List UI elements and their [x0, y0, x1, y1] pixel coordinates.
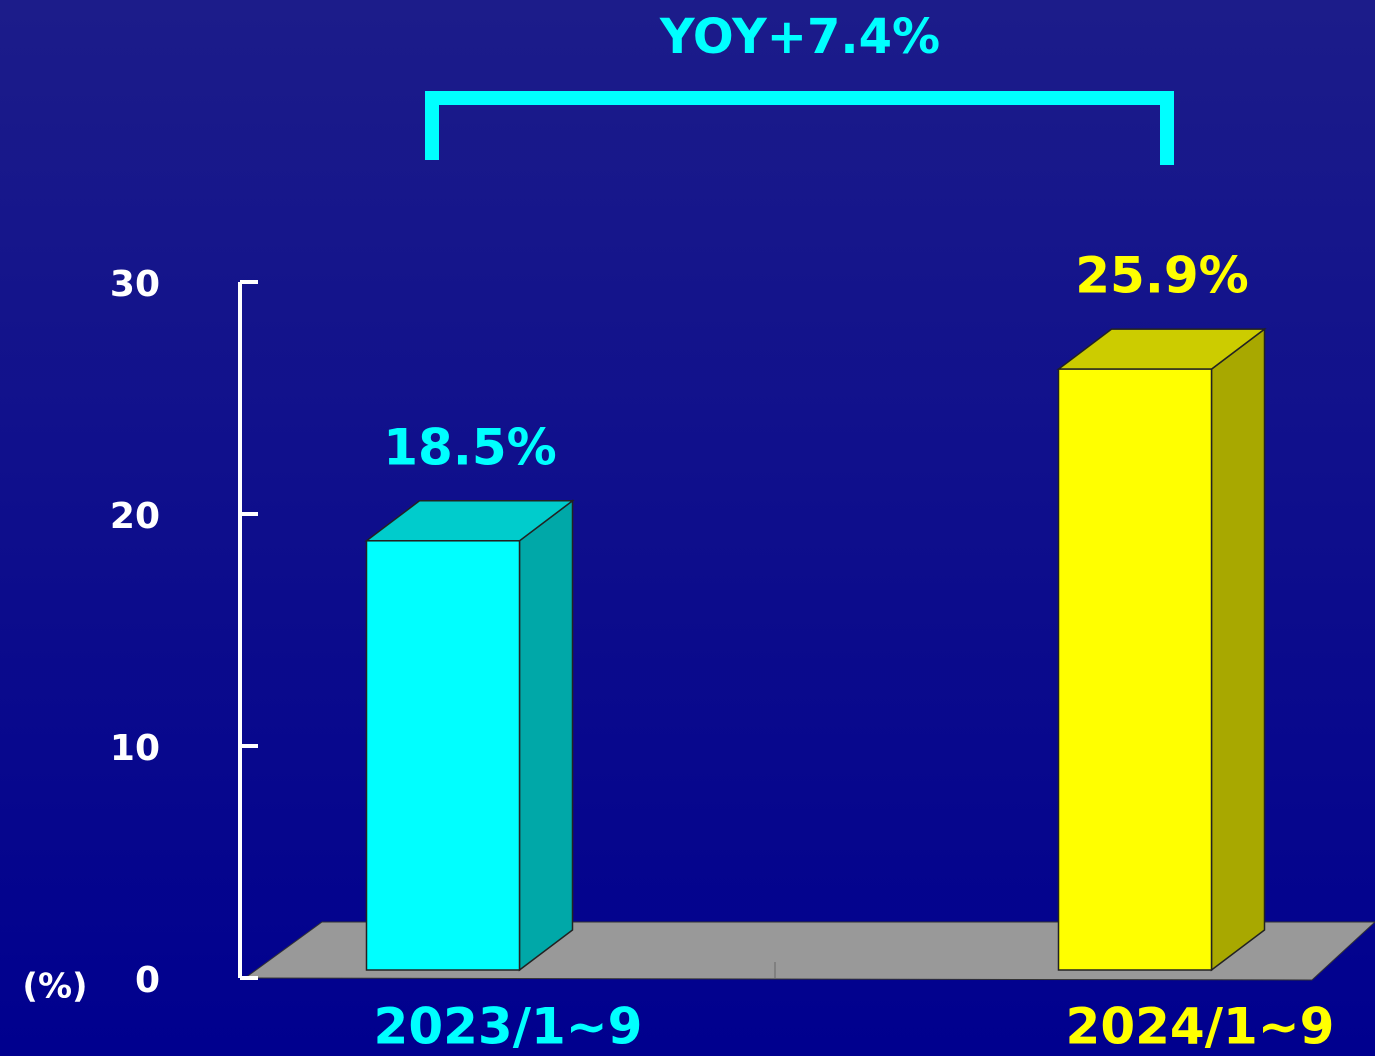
bar [1057, 368, 1213, 971]
x-tick-label: 2024/1~9 [1066, 998, 1335, 1056]
y-tick-label: 0 [135, 960, 160, 1001]
y-tick-label: 30 [110, 264, 160, 305]
annotation: YOY+7.4% [659, 9, 940, 65]
value-label: 25.9% [1075, 247, 1248, 305]
y-tick-label: 10 [110, 728, 160, 769]
bar [365, 540, 521, 971]
value-label: 18.5% [383, 418, 556, 476]
plot: 0 10 20 30 18.5% 2023/1~9 25.9% 2024/1~9 [110, 247, 1335, 1056]
yoy-bracket [425, 91, 1174, 165]
bar-side [518, 499, 574, 972]
bar-side [1210, 327, 1266, 972]
y-tick-label: 20 [110, 496, 160, 537]
y-unit: (%) [22, 967, 87, 1007]
x-tick-label: 2023/1~9 [374, 998, 643, 1056]
